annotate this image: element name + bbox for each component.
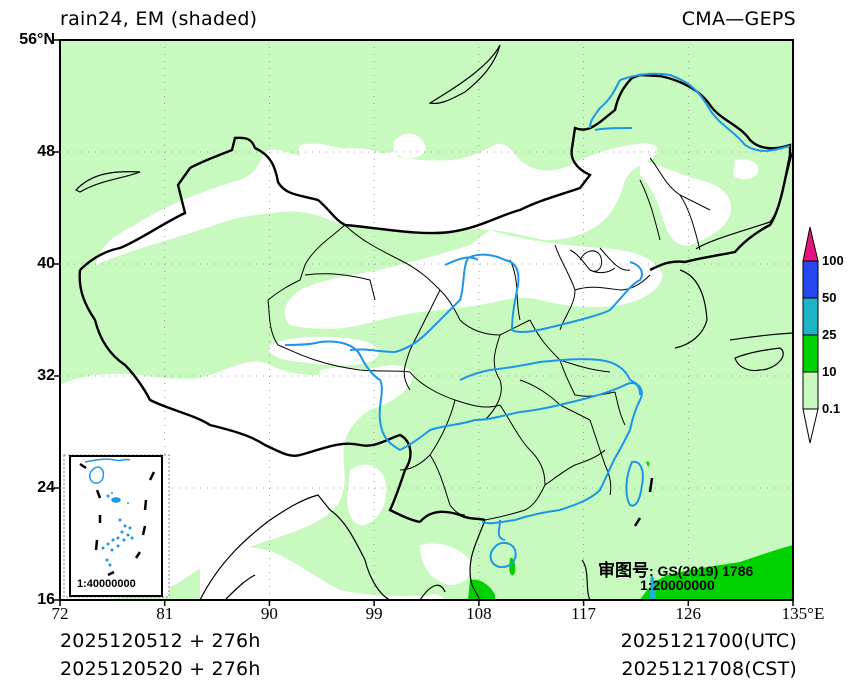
- colorbar: [802, 226, 819, 444]
- review-number: 审图号: GS(2019) 1786: [598, 556, 753, 581]
- china-border: [78, 73, 792, 524]
- plot-frame: [59, 39, 794, 601]
- x-axis-label: 108: [466, 604, 492, 623]
- x-axis-label: 126: [675, 604, 702, 623]
- legend-label: 50: [822, 290, 837, 305]
- review-number-value: : GS(2019) 1786: [649, 563, 754, 579]
- init-time-cst: 2025120520 + 276h: [60, 658, 261, 680]
- y-axis-label: 48: [37, 143, 55, 160]
- y-axis-label: 32: [37, 367, 55, 384]
- init-time-utc: 2025120512 + 276h: [60, 630, 261, 652]
- legend-label: 0.1: [822, 401, 841, 416]
- x-axis-label: 72: [51, 604, 69, 623]
- chart-title: rain24, EM (shaded): [60, 8, 258, 30]
- shaded-field: [60, 40, 793, 600]
- legend-label: 100: [822, 253, 844, 268]
- inset-map-scale: 1:40000000: [77, 578, 136, 590]
- rivers: [284, 72, 791, 569]
- x-axis-label: 117: [571, 604, 597, 623]
- valid-time-utc: 2025121700(UTC): [620, 630, 797, 652]
- axis-ticks: [54, 39, 794, 606]
- x-axis-label: 99: [365, 604, 383, 623]
- y-axis-label: 16: [37, 591, 55, 608]
- main-map-scale: 1:20000000: [640, 577, 715, 593]
- x-axis-label: 90: [260, 604, 278, 623]
- y-axis-label: 24: [37, 479, 55, 496]
- maritime-boundary: [633, 477, 654, 527]
- y-axis-label: 56°N: [19, 31, 55, 48]
- review-number-label: 审图号: [598, 561, 649, 581]
- x-axis-label: 135°E: [781, 604, 825, 623]
- south-china-sea-inset: [63, 454, 170, 598]
- inset-islands: [101, 492, 134, 567]
- x-axis-label: 81: [156, 604, 174, 623]
- y-axis-label: 40: [37, 255, 55, 272]
- legend-label: 25: [822, 327, 837, 342]
- legend-label: 10: [822, 364, 837, 379]
- valid-time-cst: 2025121708(CST): [621, 658, 797, 680]
- model-name: CMA—GEPS: [681, 8, 796, 30]
